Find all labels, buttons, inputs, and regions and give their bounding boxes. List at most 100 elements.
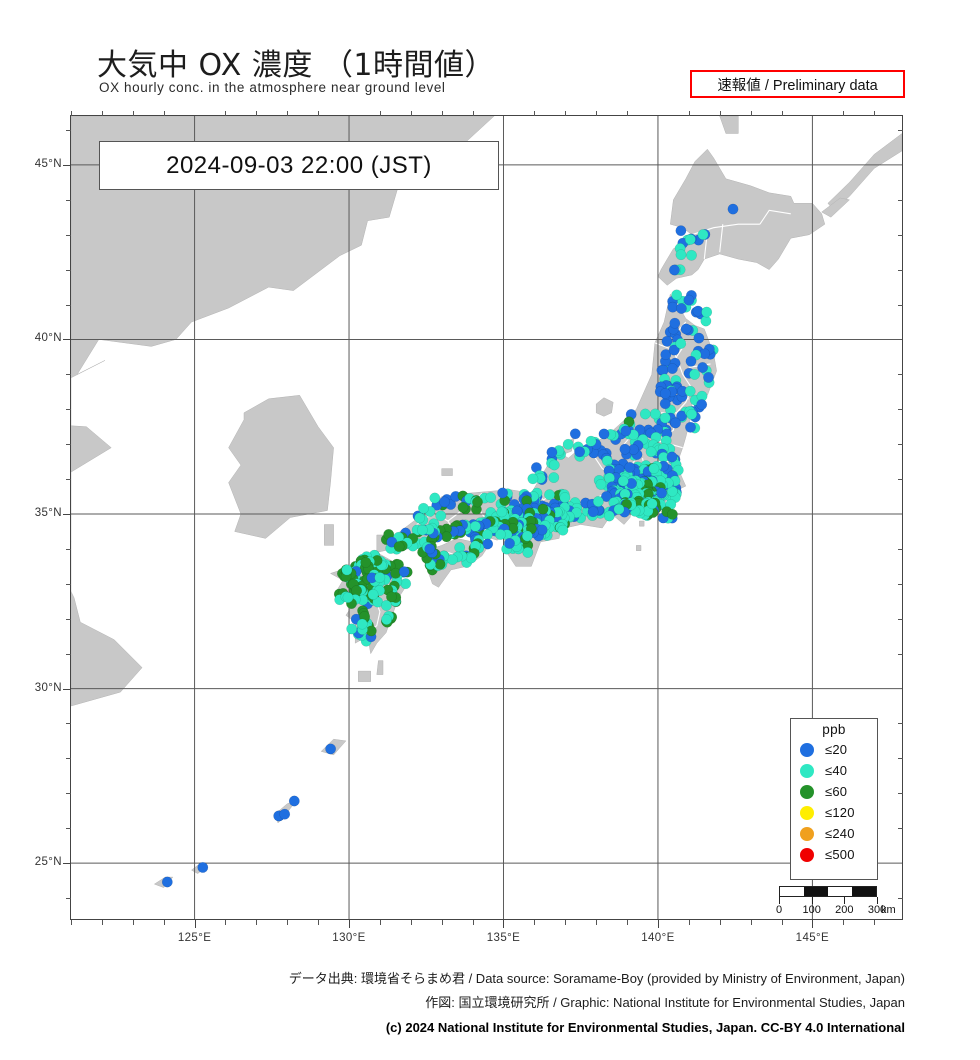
lon-minor-tick	[71, 111, 72, 116]
legend-item: ≤500	[791, 844, 877, 865]
lon-minor-tick	[565, 111, 567, 116]
lat-minor-tick	[898, 583, 903, 585]
lon-minor-tick	[225, 920, 227, 925]
lon-minor-tick	[719, 920, 721, 925]
lat-minor-tick	[66, 618, 71, 620]
lon-minor-tick	[441, 920, 443, 925]
lon-tick-mark	[503, 920, 505, 928]
scalebar-tick	[811, 897, 813, 904]
lon-minor-tick	[410, 920, 412, 925]
page-title: 大気中 OX 濃度 （1時間値）	[97, 48, 495, 83]
lat-tick-mark	[63, 863, 71, 865]
lat-minor-tick	[898, 269, 903, 271]
lat-minor-tick	[898, 723, 903, 725]
scalebar-tick	[877, 897, 878, 904]
legend-item-label: ≤500	[825, 847, 855, 862]
lon-minor-tick	[472, 920, 474, 925]
lat-minor-tick	[898, 374, 903, 376]
lat-minor-tick	[66, 304, 71, 306]
lat-minor-tick	[66, 723, 71, 725]
lon-minor-tick	[163, 111, 165, 116]
scalebar-label: 100	[802, 904, 821, 916]
lon-minor-tick	[534, 920, 536, 925]
lat-tick-label: 35°N	[34, 507, 62, 519]
lat-minor-tick	[898, 199, 903, 201]
lon-minor-tick	[225, 111, 227, 116]
scalebar-label: 0	[775, 904, 783, 916]
lon-minor-tick	[441, 111, 443, 116]
lat-minor-tick	[898, 234, 903, 236]
lon-minor-tick	[781, 111, 783, 116]
lon-minor-tick	[781, 920, 783, 925]
footer-data-source: データ出典: 環境省そらまめ君 / Data source: Soramame-…	[288, 971, 905, 986]
lon-minor-tick	[719, 111, 721, 116]
lat-minor-tick	[898, 129, 903, 131]
lat-tick-mark	[63, 514, 71, 515]
lat-minor-tick	[66, 409, 71, 411]
lat-minor-tick	[898, 653, 903, 655]
lon-minor-tick	[101, 111, 103, 116]
scalebar-segment	[780, 887, 804, 896]
lon-minor-tick	[688, 920, 690, 925]
lat-tick-mark	[63, 164, 71, 166]
lat-minor-tick	[66, 583, 71, 585]
legend-item: ≤120	[791, 802, 877, 823]
legend-color-swatch	[800, 826, 814, 841]
lat-minor-tick	[898, 618, 903, 620]
lat-minor-tick	[66, 828, 71, 830]
lat-minor-tick	[66, 199, 71, 201]
lat-minor-tick	[66, 444, 71, 446]
lon-minor-tick	[750, 111, 752, 116]
lon-tick-label: 130°E	[332, 932, 366, 944]
scalebar-tick	[844, 897, 846, 904]
lon-minor-tick	[688, 111, 690, 116]
lat-minor-tick	[898, 409, 903, 411]
lat-tick-mark	[63, 339, 71, 341]
legend-item: ≤40	[791, 760, 877, 781]
map-plot-area[interactable]	[70, 115, 903, 920]
lat-minor-tick	[66, 374, 71, 376]
lon-minor-tick	[627, 111, 629, 116]
scalebar-segment	[828, 887, 852, 896]
lon-minor-tick	[132, 111, 134, 116]
lon-minor-tick	[596, 920, 598, 925]
lat-minor-tick	[898, 793, 903, 795]
concentration-legend: ppb ≤20 ≤40 ≤60 ≤120 ≤240 ≤500	[790, 718, 878, 880]
map-timestamp-label: 2024-09-03 22:00 (JST)	[99, 141, 499, 190]
lon-minor-tick	[534, 111, 536, 116]
lon-minor-tick	[71, 920, 72, 925]
lat-tick-label: 30°N	[34, 681, 62, 694]
lat-minor-tick	[66, 129, 71, 131]
lon-minor-tick	[410, 111, 412, 116]
lat-minor-tick	[898, 444, 903, 446]
lat-minor-tick	[66, 479, 71, 481]
lat-minor-tick	[66, 548, 71, 550]
lon-minor-tick	[596, 111, 598, 116]
lon-minor-tick	[318, 111, 320, 116]
footer-copyright: (c) 2024 National Institute for Environm…	[385, 1020, 905, 1035]
lat-minor-tick	[66, 653, 71, 655]
lon-tick-mark	[349, 920, 351, 928]
lat-minor-tick	[898, 828, 903, 830]
lon-minor-tick	[163, 920, 165, 925]
lat-tick-label: 25°N	[34, 856, 62, 869]
lon-minor-tick	[874, 111, 876, 116]
lon-minor-tick	[874, 920, 876, 925]
lat-tick-mark	[63, 688, 71, 690]
legend-item-label: ≤240	[825, 826, 855, 841]
lon-minor-tick	[101, 920, 103, 925]
legend-color-swatch	[800, 847, 814, 862]
lat-minor-tick	[66, 269, 71, 271]
legend-item-label: ≤20	[825, 742, 848, 757]
lon-minor-tick	[472, 111, 474, 116]
scalebar-label: 200	[835, 904, 854, 916]
scalebar-segment	[804, 887, 828, 896]
footer-graphic-credit: 作図: 国立環境研究所 / Graphic: National Institut…	[425, 995, 905, 1010]
scalebar-tick	[779, 897, 780, 904]
legend-item: ≤20	[791, 739, 877, 760]
lon-minor-tick	[565, 920, 567, 925]
lat-minor-tick	[898, 548, 903, 550]
legend-color-swatch	[800, 742, 814, 757]
lon-minor-tick	[750, 920, 752, 925]
scalebar-label: 300	[867, 904, 887, 916]
